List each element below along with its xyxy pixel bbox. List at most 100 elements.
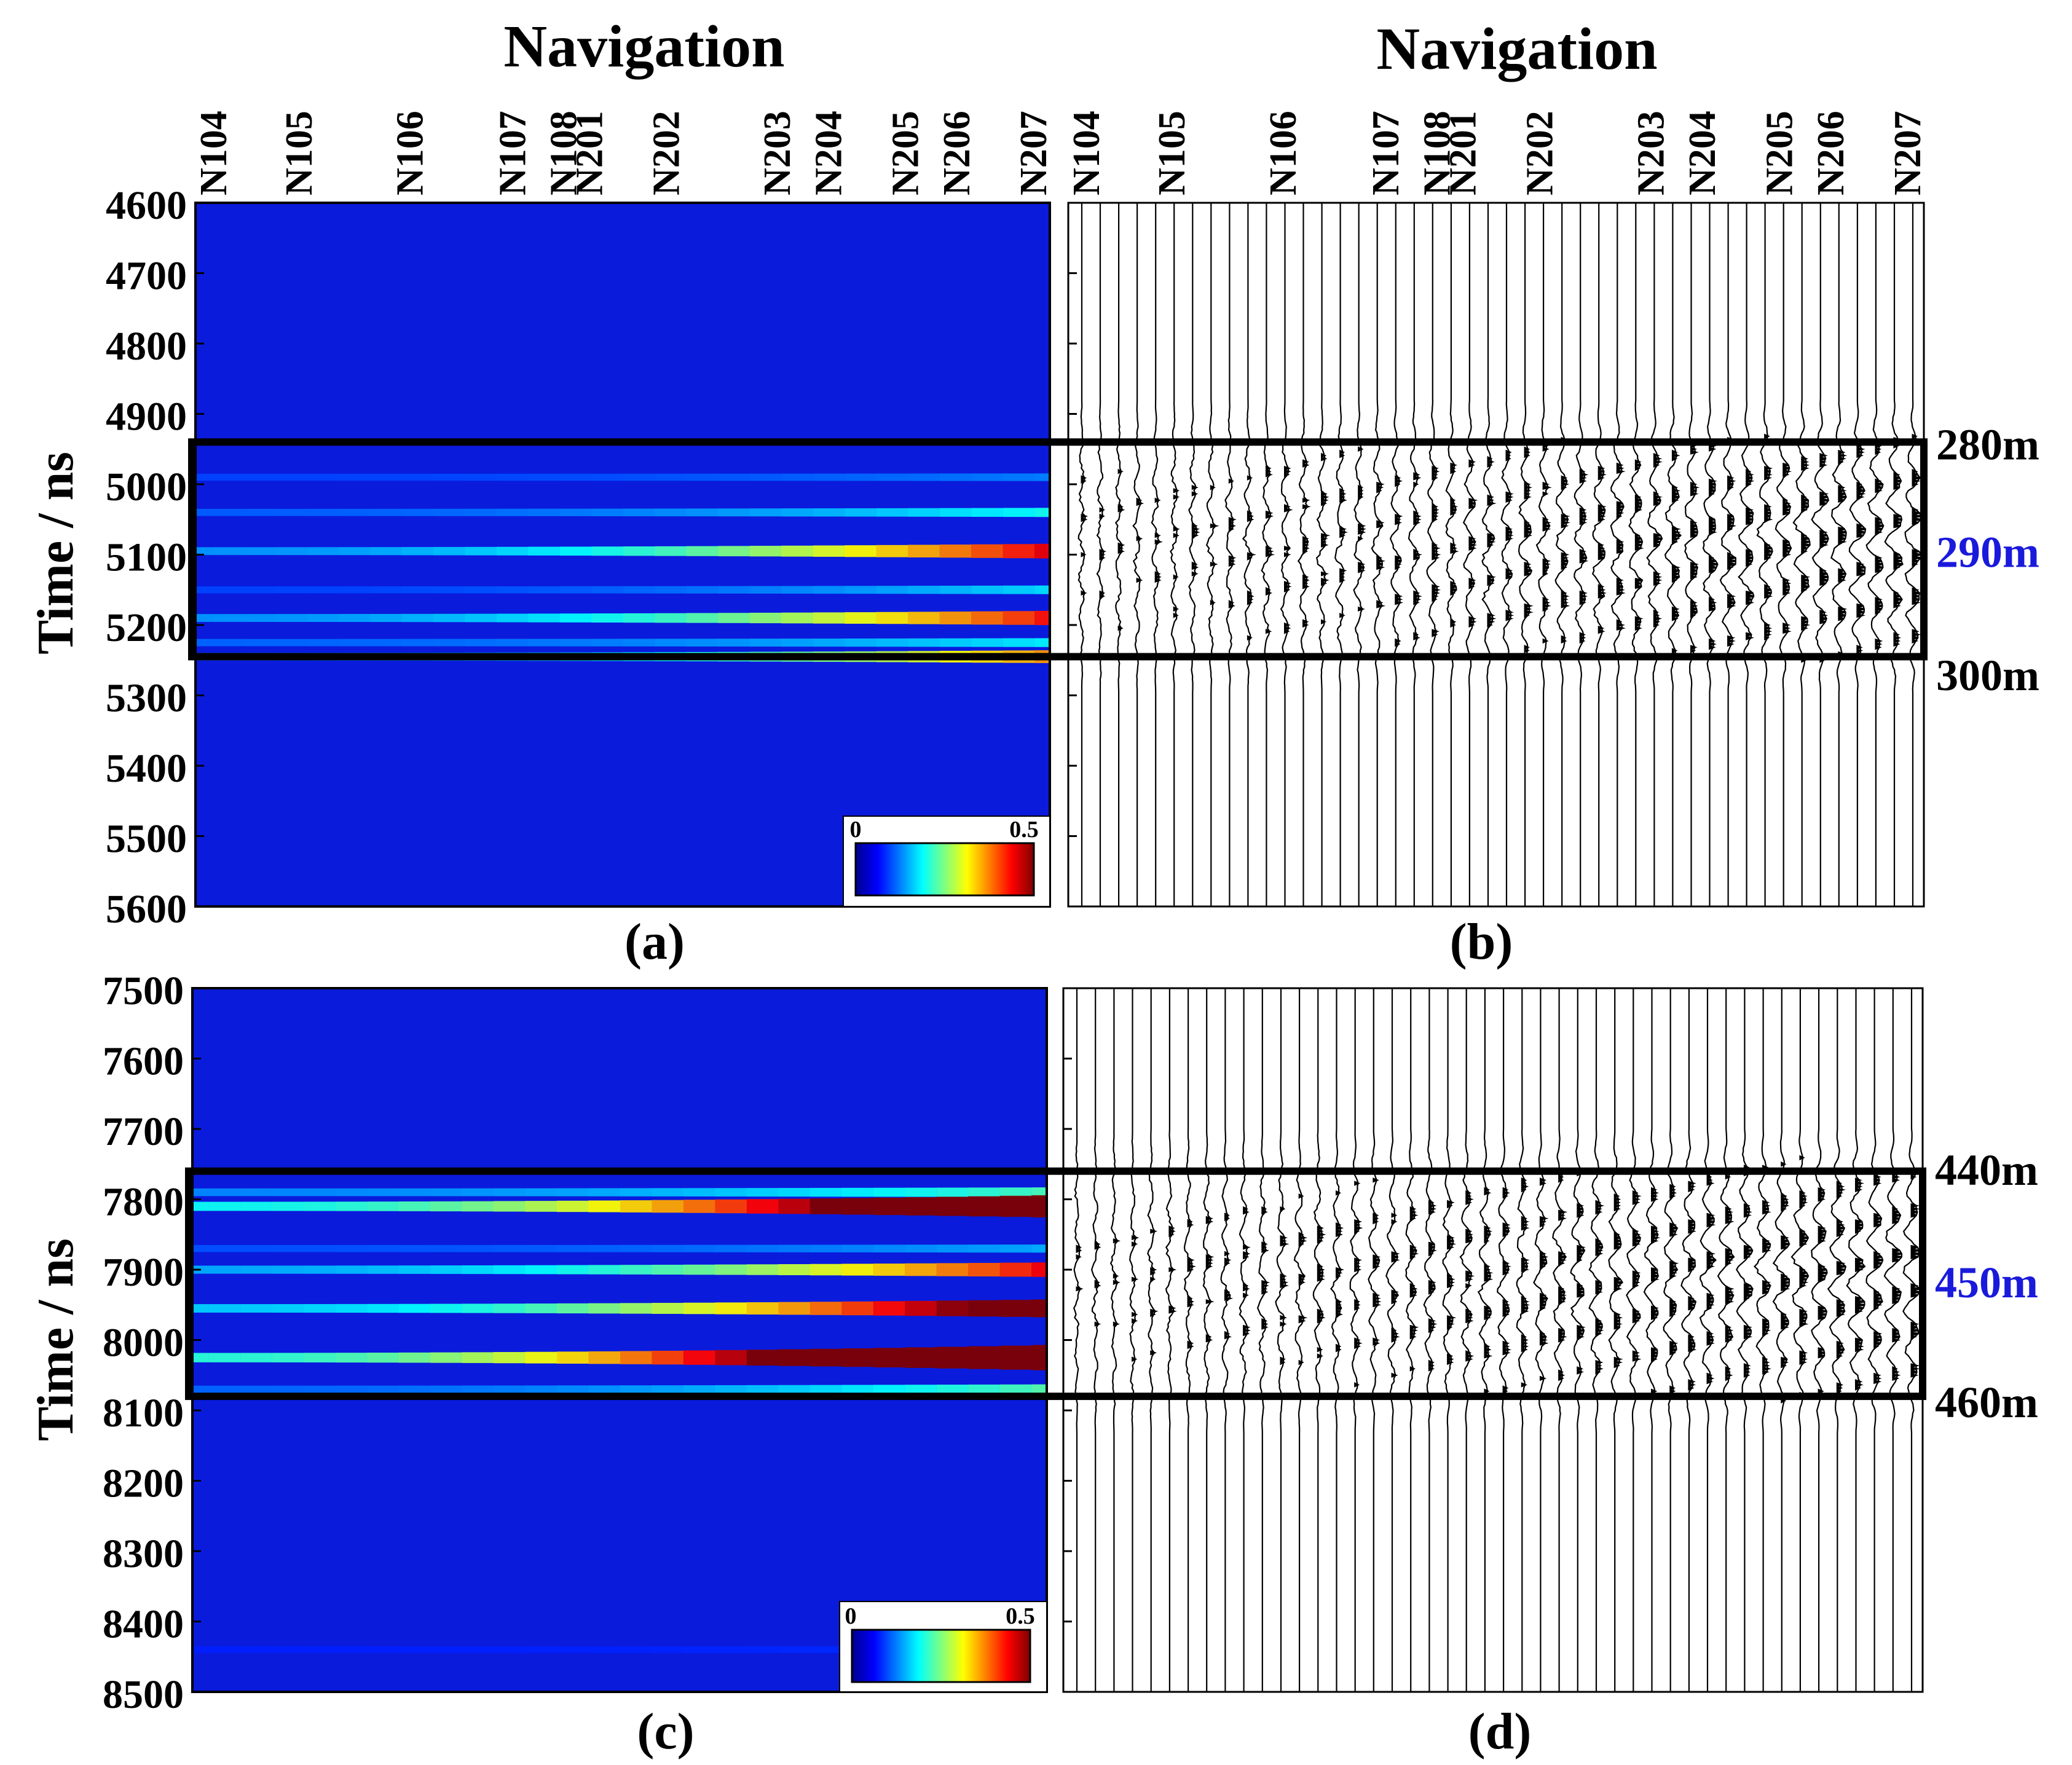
station-label: N108 <box>543 111 585 195</box>
wiggle-trace <box>1129 988 1137 1692</box>
panel-a: 4600 4700 4800 4900 5000 5100 5200 5300 5400 5500… <box>106 183 1051 932</box>
heatmap-cell <box>493 1352 526 1364</box>
heatmap-cell <box>304 1646 336 1653</box>
heatmap-cell <box>556 1303 589 1314</box>
heatmap-cell <box>275 586 307 594</box>
heatmap-cell <box>905 1385 937 1394</box>
wiggle-trace-fill <box>1099 507 1107 599</box>
wiggle-trace <box>1330 988 1342 1692</box>
heatmap-cell <box>652 1303 684 1314</box>
heatmap-cell <box>971 611 1003 625</box>
heatmap-cell <box>749 546 782 557</box>
heatmap-cell <box>905 1187 937 1197</box>
heatmap-cell <box>841 1264 873 1276</box>
heatmap-cell <box>307 639 339 647</box>
station-label: N104 <box>1066 111 1108 195</box>
heatmap-cell <box>971 544 1003 558</box>
heatmap-cell <box>1034 508 1050 517</box>
heatmap-cell <box>591 639 624 647</box>
heatmap-cell <box>841 1187 873 1197</box>
y-tick-label-bottom: 8000 <box>103 1321 184 1366</box>
heatmap-cell <box>338 508 371 516</box>
wiggle-trace <box>1256 988 1267 1692</box>
heatmap-cell <box>813 545 845 557</box>
heatmap-cell <box>652 1264 684 1275</box>
wiggle-trace-fill <box>1487 455 1497 628</box>
heatmap-cell <box>588 1265 621 1275</box>
wiggle-trace-fill <box>1354 1181 1363 1388</box>
heatmap-cell <box>208 1188 241 1197</box>
heatmap-cell <box>307 473 339 481</box>
heatmap-cell <box>493 1201 526 1212</box>
heatmap-cell <box>623 473 655 481</box>
station-label: N203 <box>1631 111 1672 195</box>
wiggle-trace-fill <box>1524 446 1534 654</box>
heatmap-cell <box>367 1188 399 1197</box>
heatmap-cell <box>939 611 972 624</box>
wiggle-trace-fill <box>1321 452 1331 625</box>
heatmap-cell <box>908 473 940 481</box>
heatmap-cell <box>749 613 782 624</box>
wiggle-trace <box>1459 988 1473 1692</box>
heatmap-cell <box>398 1265 431 1274</box>
heatmap-cell <box>272 1385 304 1393</box>
heatmap-cell <box>908 544 940 558</box>
wiggle-trace <box>1827 988 1847 1692</box>
heatmap-cell <box>652 1200 684 1213</box>
heatmap-cell <box>556 1351 589 1364</box>
heatmap-cell <box>433 639 465 647</box>
heatmap-cell <box>936 1244 969 1253</box>
heatmap-cell <box>1031 1384 1047 1394</box>
heatmap-cell <box>465 639 497 647</box>
depth-label: 440m <box>1935 1146 2038 1195</box>
wiggle-trace <box>1188 203 1198 906</box>
wiggle-trace-fill <box>1801 456 1811 663</box>
heatmap-cell <box>430 1352 462 1363</box>
heatmap-cell <box>655 613 687 623</box>
heatmap-cell <box>398 1188 431 1197</box>
heatmap-cell <box>652 1385 684 1394</box>
wiggle-trace <box>1702 203 1719 906</box>
wiggle-trace <box>1165 988 1175 1692</box>
heatmap-cell <box>208 1353 241 1362</box>
wiggle-trace-fill <box>1819 453 1829 663</box>
wiggle-trace-fill <box>1450 462 1459 628</box>
heatmap-cell <box>211 586 244 594</box>
heatmap-cell <box>813 612 845 624</box>
wiggle-b-frame-bg <box>1068 203 1924 906</box>
heatmap-cell <box>430 1385 462 1393</box>
y-tick-label-top: 5600 <box>106 887 187 932</box>
wiggle-trace <box>1646 203 1663 906</box>
y-tick-label-top: 5500 <box>106 817 187 862</box>
heatmap-cell <box>841 1244 873 1252</box>
heatmap-cell <box>272 1244 304 1252</box>
heatmap-cell <box>971 638 1003 647</box>
wiggle-trace <box>1389 203 1402 906</box>
heatmap-cell <box>683 1200 715 1213</box>
wiggle-trace-fill <box>1228 478 1237 608</box>
heatmap-cell <box>715 1302 747 1315</box>
heatmap-cell <box>876 544 908 557</box>
y-tick-label-top: 4800 <box>106 324 187 369</box>
wiggle-trace <box>1610 203 1625 906</box>
wiggle-trace <box>1830 203 1847 906</box>
heatmap-cell <box>936 1187 969 1197</box>
heatmap-cell <box>686 613 719 623</box>
wiggle-trace <box>1684 203 1699 906</box>
heatmap-cell <box>620 1200 652 1213</box>
wiggle-trace <box>1183 988 1194 1692</box>
heatmap-cell <box>588 1351 621 1364</box>
heatmap-cell <box>873 1264 905 1276</box>
heatmap-cell <box>968 1384 1000 1394</box>
y-tick-label-top: 5400 <box>106 746 187 791</box>
panel-c: 7500 7600 7700 7800 7900 8000 8100 8200 8300 8400… <box>103 969 1048 1717</box>
panel-label-b: (b) <box>1450 913 1513 970</box>
heatmap-cell <box>588 1244 621 1252</box>
heatmap-cell <box>1034 473 1050 481</box>
heatmap-cell <box>936 1197 969 1216</box>
wiggle-trace <box>1109 988 1119 1692</box>
wiggle-trace-fill <box>1484 1187 1494 1394</box>
heatmap-cell <box>876 473 908 481</box>
heatmap-cell <box>841 1385 873 1394</box>
